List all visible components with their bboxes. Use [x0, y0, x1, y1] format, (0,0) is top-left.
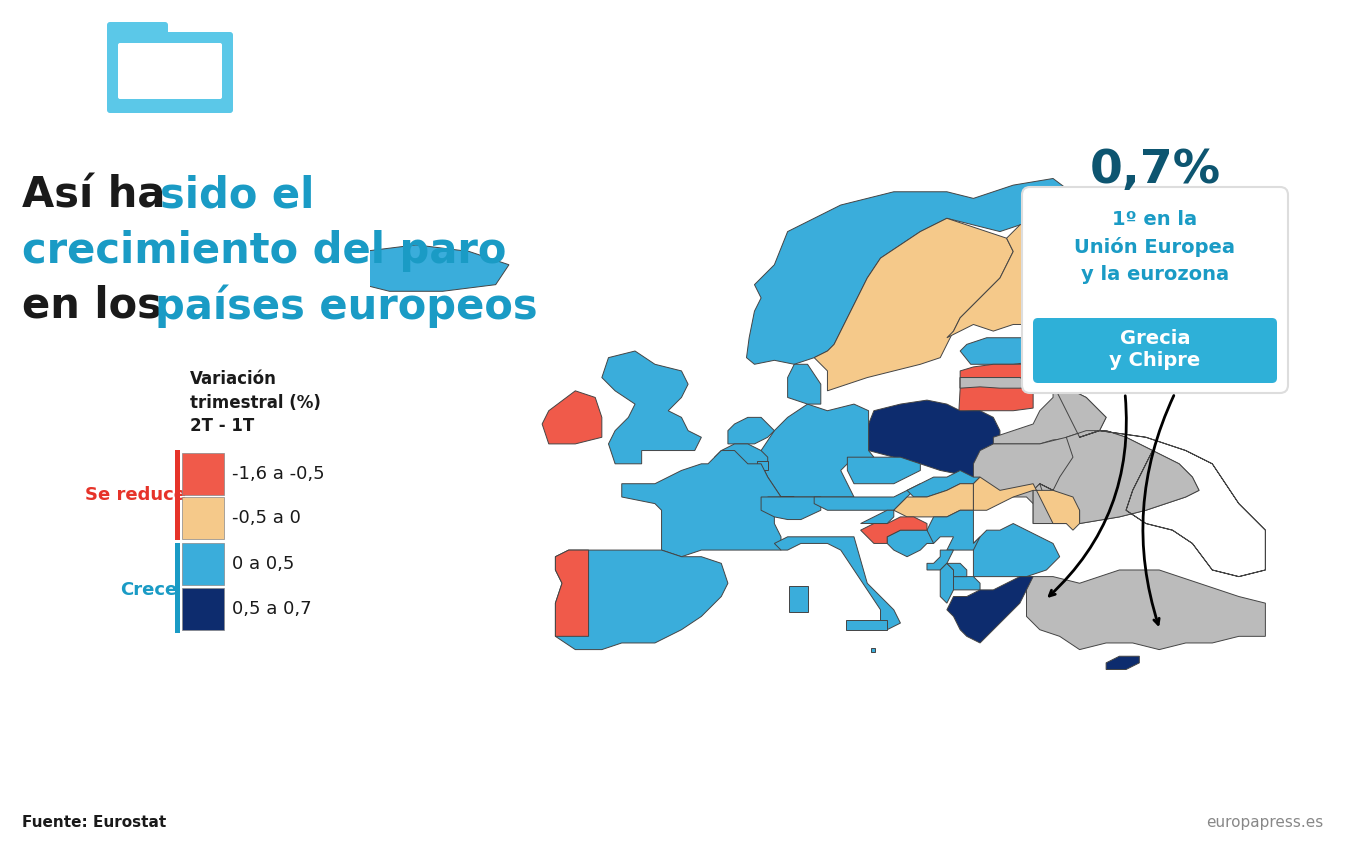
Text: Se reduce: Se reduce: [85, 486, 186, 504]
Polygon shape: [846, 621, 888, 630]
Polygon shape: [947, 577, 1033, 643]
FancyBboxPatch shape: [118, 43, 222, 99]
Polygon shape: [775, 537, 900, 630]
Polygon shape: [814, 218, 1013, 391]
Polygon shape: [542, 391, 601, 444]
Bar: [182, 588, 225, 630]
Polygon shape: [761, 404, 874, 497]
Bar: [0, 0, 370, 848]
Polygon shape: [555, 550, 728, 650]
Polygon shape: [869, 400, 999, 477]
Polygon shape: [872, 648, 876, 652]
Polygon shape: [974, 477, 1080, 530]
Polygon shape: [959, 377, 1033, 412]
Polygon shape: [1033, 483, 1080, 523]
Polygon shape: [1106, 656, 1139, 670]
Text: -1,6 a -0,5: -1,6 a -0,5: [231, 465, 324, 483]
Text: Crece: Crece: [120, 581, 178, 599]
FancyBboxPatch shape: [1033, 318, 1276, 383]
Bar: [182, 543, 225, 585]
FancyBboxPatch shape: [108, 22, 168, 56]
Text: 0,5 a 0,7: 0,5 a 0,7: [231, 600, 312, 618]
Text: sido el: sido el: [160, 175, 315, 217]
Polygon shape: [601, 351, 701, 464]
Polygon shape: [847, 457, 920, 483]
Polygon shape: [888, 530, 933, 556]
Polygon shape: [746, 178, 1080, 365]
Polygon shape: [907, 471, 981, 497]
Bar: [175, 543, 180, 633]
Polygon shape: [947, 218, 1080, 338]
Text: en los: en los: [22, 285, 176, 327]
Polygon shape: [960, 338, 1053, 365]
FancyBboxPatch shape: [1022, 187, 1289, 393]
Bar: [182, 453, 225, 495]
Polygon shape: [894, 483, 974, 517]
Polygon shape: [954, 577, 981, 590]
Polygon shape: [814, 483, 920, 510]
Text: Variación
trimestral (%)
2T - 1T: Variación trimestral (%) 2T - 1T: [190, 370, 321, 435]
Polygon shape: [1026, 570, 1266, 650]
Polygon shape: [940, 563, 960, 603]
Text: 0 a 0,5: 0 a 0,5: [231, 555, 295, 573]
Text: Grecia
y Chipre: Grecia y Chipre: [1110, 330, 1201, 371]
Text: -0,5 a 0: -0,5 a 0: [231, 509, 301, 527]
Text: países europeos: países europeos: [155, 285, 538, 328]
Polygon shape: [714, 444, 768, 471]
Polygon shape: [974, 431, 1198, 523]
Polygon shape: [947, 563, 967, 577]
Polygon shape: [960, 377, 1106, 444]
Polygon shape: [757, 461, 768, 471]
Text: 0,7%: 0,7%: [1089, 148, 1220, 193]
Polygon shape: [974, 523, 1060, 577]
Polygon shape: [555, 550, 589, 636]
Bar: [182, 497, 225, 539]
Text: crecimiento del paro: crecimiento del paro: [22, 230, 506, 272]
FancyBboxPatch shape: [108, 32, 233, 113]
Polygon shape: [861, 517, 927, 544]
Text: europapress.es: europapress.es: [1205, 815, 1323, 830]
Polygon shape: [927, 510, 981, 550]
Polygon shape: [861, 510, 894, 523]
Polygon shape: [1033, 384, 1266, 577]
Text: 1º en la
Unión Europea
y la eurozona: 1º en la Unión Europea y la eurozona: [1075, 210, 1236, 283]
Polygon shape: [728, 417, 775, 444]
Polygon shape: [363, 245, 508, 292]
Text: Fuente: Eurostat: Fuente: Eurostat: [22, 815, 167, 830]
Polygon shape: [621, 450, 795, 556]
Text: Así ha: Así ha: [22, 175, 180, 217]
Polygon shape: [790, 586, 807, 612]
Polygon shape: [960, 365, 1053, 388]
Polygon shape: [788, 365, 820, 404]
Bar: [175, 450, 180, 540]
Polygon shape: [761, 497, 820, 520]
Polygon shape: [927, 550, 954, 570]
